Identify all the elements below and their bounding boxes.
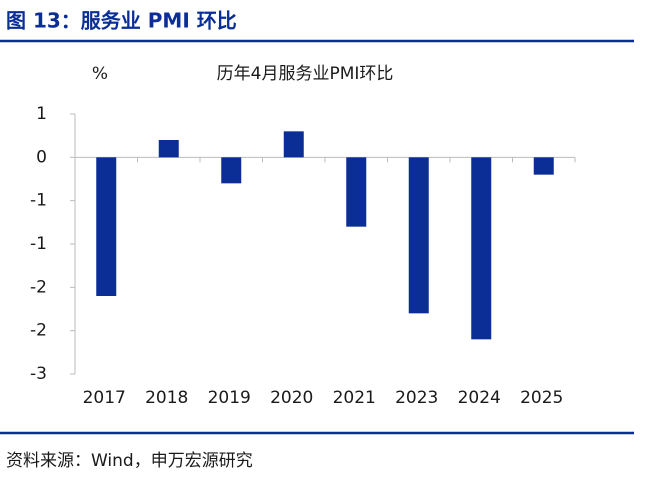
bar (346, 157, 367, 227)
figure-title: 图 13：服务业 PMI 环比 (6, 9, 237, 33)
y-axis-unit: % (92, 64, 108, 84)
bar (96, 157, 117, 296)
chart-title: 历年4月服务业PMI环比 (217, 64, 394, 84)
y-tick-label: 1 (36, 104, 47, 124)
bar (283, 131, 304, 158)
source-note: 资料来源：Wind，申万宏源研究 (6, 451, 253, 471)
x-tick-label: 2023 (395, 388, 438, 408)
x-tick-label: 2020 (270, 388, 313, 408)
y-tick-label: -1 (30, 234, 47, 254)
x-tick-label: 2017 (83, 388, 126, 408)
bar (471, 157, 492, 340)
bar (221, 157, 242, 184)
x-tick-label: 2019 (208, 388, 251, 408)
bar (533, 157, 554, 175)
x-tick-label: 2021 (333, 388, 376, 408)
y-tick-label: -3 (30, 364, 47, 384)
y-tick-label: 0 (36, 147, 47, 167)
y-tick-label: -1 (30, 191, 47, 211)
x-tick-label: 2025 (520, 388, 563, 408)
x-tick-label: 2024 (458, 388, 501, 408)
y-tick-label: -2 (30, 277, 47, 297)
bar (158, 140, 179, 158)
x-tick-label: 2018 (145, 388, 188, 408)
y-tick-label: -2 (30, 321, 47, 341)
bar (408, 157, 429, 314)
